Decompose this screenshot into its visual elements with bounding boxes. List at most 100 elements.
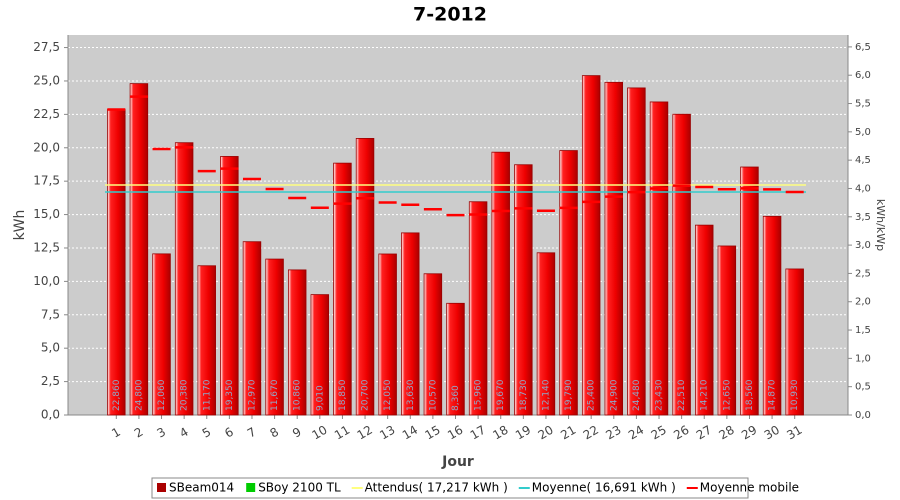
y-tick-label: 2,5	[41, 374, 60, 388]
legend-swatch	[157, 483, 166, 492]
bar	[672, 113, 691, 416]
x-tick-label: 1	[109, 425, 123, 441]
bar	[514, 164, 533, 416]
bar-value-label: 15,960	[474, 379, 484, 411]
y-tick-label: 25,0	[33, 73, 60, 87]
legend-label: SBoy 2100 TL	[258, 481, 341, 495]
bar	[378, 253, 397, 416]
x-tick-label: 24	[626, 423, 646, 443]
bar	[559, 150, 578, 416]
bar	[310, 294, 330, 416]
y2-tick-label: 2,5	[855, 268, 871, 279]
x-tick-label: 21	[558, 423, 578, 443]
bar-value-label: 11,170	[202, 379, 212, 411]
bar-value-label: 12,050	[383, 379, 393, 411]
bar	[174, 142, 194, 416]
x-tick-label: 3	[154, 425, 168, 441]
bar-value-label: 22,860	[112, 379, 122, 411]
bar	[785, 268, 804, 416]
bar-value-label: 20,700	[361, 379, 371, 411]
bar	[129, 83, 149, 416]
x-tick-label: 28	[716, 423, 736, 443]
x-tick-label: 29	[739, 423, 759, 443]
chart-title: 7-2012	[413, 4, 487, 26]
bar-value-label: 19,790	[564, 379, 574, 411]
x-tick-label: 7	[245, 425, 259, 441]
x-tick-label: 10	[309, 423, 329, 443]
bar	[197, 265, 216, 416]
bar	[581, 75, 601, 416]
x-tick-label: 26	[671, 423, 691, 443]
y2-tick-label: 6,5	[855, 42, 871, 53]
x-tick-label: 9	[290, 425, 304, 441]
bar-value-label: 13,630	[406, 379, 416, 411]
y-tick-label: 7,5	[41, 307, 60, 321]
x-tick-label: 8	[268, 425, 282, 441]
x-tick-label: 27	[694, 423, 714, 443]
bar	[695, 224, 714, 416]
y-tick-label: 17,5	[33, 174, 60, 188]
bar-value-label: 20,380	[180, 379, 190, 411]
x-axis-label: Jour	[441, 454, 474, 470]
x-tick-label: 13	[377, 423, 397, 443]
bar	[355, 138, 375, 416]
bar	[242, 241, 262, 416]
y2-tick-label: 1,0	[855, 353, 871, 364]
bar	[604, 81, 624, 416]
bar	[446, 302, 465, 416]
y2-tick-label: 4,5	[855, 155, 871, 166]
y2-tick-label: 5,5	[855, 99, 871, 110]
bar-value-label: 10,930	[790, 379, 800, 411]
y2-tick-label: 4,0	[855, 183, 871, 194]
y-tick-label: 12,5	[33, 240, 60, 254]
bar	[649, 101, 669, 416]
x-tick-label: 14	[400, 423, 420, 443]
y2-tick-label: 3,5	[855, 212, 871, 223]
bar-value-label: 18,730	[519, 379, 529, 411]
bar-value-label: 12,970	[247, 379, 257, 411]
bar	[152, 253, 171, 416]
x-tick-label: 2	[132, 425, 146, 441]
y2-tick-label: 2,0	[855, 297, 871, 308]
y-tick-label: 5,0	[41, 341, 60, 355]
bar-value-label: 14,870	[768, 379, 778, 411]
bar-value-label: 10,860	[293, 379, 303, 411]
y2-tick-label: 0,5	[855, 382, 871, 393]
bar	[287, 269, 307, 416]
bar-value-label: 12,650	[722, 379, 732, 411]
x-tick-label: 5	[200, 425, 214, 441]
bar-value-label: 24,900	[609, 379, 619, 411]
bar	[717, 245, 737, 416]
y2-axis-label: kWh/kWp	[874, 199, 887, 251]
x-tick-label: 12	[355, 423, 375, 443]
bar-value-label: 8,360	[451, 385, 461, 411]
legend-label: Moyenne( 16,691 kWh )	[532, 481, 676, 495]
bar	[423, 273, 443, 416]
x-tick-label: 31	[784, 423, 804, 443]
bar	[762, 215, 782, 416]
legend	[151, 477, 749, 499]
bar-value-label: 18,560	[745, 379, 755, 411]
bar	[265, 258, 284, 416]
bar	[107, 109, 126, 416]
y2-tick-label: 5,0	[855, 127, 871, 138]
x-tick-label: 20	[536, 423, 556, 443]
bar-value-label: 22,510	[677, 379, 687, 411]
x-tick-label: 11	[332, 423, 352, 443]
bar-value-label: 11,670	[270, 379, 280, 411]
bar	[220, 156, 239, 416]
bar	[536, 252, 556, 416]
y-tick-label: 22,5	[33, 107, 60, 121]
bar	[401, 232, 420, 416]
x-tick-label: 16	[445, 423, 465, 443]
y-tick-label: 0,0	[41, 408, 60, 422]
bar	[333, 162, 352, 416]
bar	[468, 201, 488, 416]
bar-value-label: 10,570	[428, 379, 438, 411]
bar-value-label: 9,010	[315, 385, 325, 411]
bar-value-label: 19,350	[225, 379, 235, 411]
bar	[627, 87, 646, 416]
y-axis-label: kWh	[12, 210, 28, 241]
bar-value-label: 25,400	[587, 379, 597, 411]
